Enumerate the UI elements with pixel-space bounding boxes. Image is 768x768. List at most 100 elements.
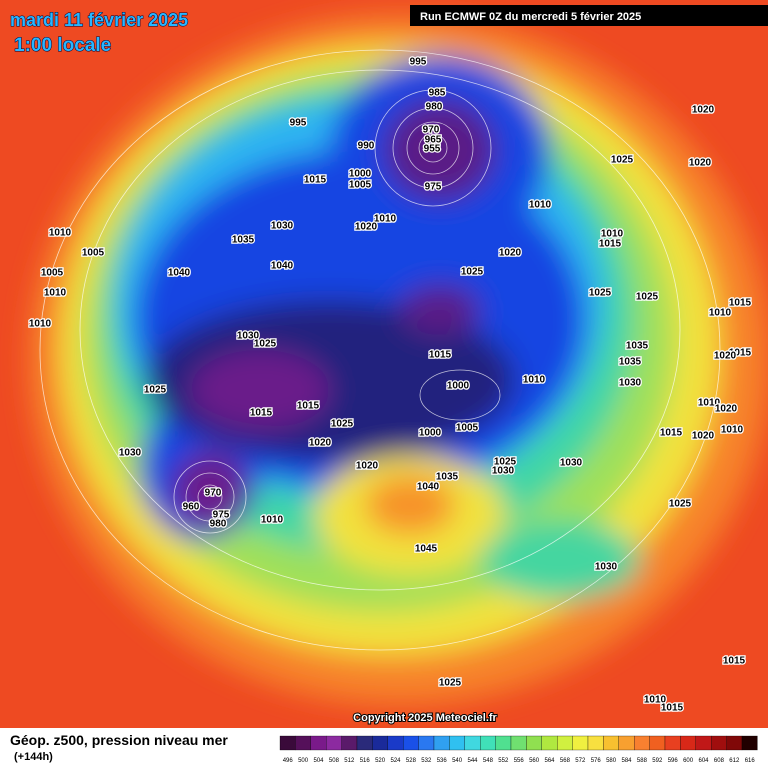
- isobar-label: 1005: [41, 268, 64, 279]
- scale-label: 596: [668, 758, 679, 764]
- isobar-label: 1015: [729, 348, 752, 359]
- isobar-label: 975: [213, 510, 230, 521]
- isobar-label: 1025: [254, 339, 277, 350]
- run-info: Run ECMWF 0Z du mercredi 5 février 2025: [420, 11, 641, 23]
- scale-swatch: [603, 735, 619, 751]
- scale-label: 552: [498, 758, 509, 764]
- isobar-label: 1030: [271, 221, 294, 232]
- isobar-label: 1015: [599, 239, 622, 250]
- scale-label: 612: [729, 758, 740, 764]
- isobar-label: 1020: [499, 248, 522, 259]
- isobar-label: 1040: [417, 482, 440, 493]
- scale-label: 516: [360, 758, 371, 764]
- scale-swatch: [326, 735, 342, 751]
- scale-swatch: [341, 735, 358, 751]
- isobar-label: 1035: [626, 341, 649, 352]
- scale-label: 608: [714, 758, 725, 764]
- isobar-label: 1025: [439, 678, 462, 689]
- scale-swatch: [387, 735, 404, 751]
- isobar-label: 1015: [250, 408, 273, 419]
- scale-label: 564: [544, 758, 555, 764]
- scale-label: 548: [483, 758, 494, 764]
- scale-label: 536: [437, 758, 448, 764]
- isobar-label: 1040: [271, 261, 294, 272]
- isobar-label: 1025: [636, 292, 659, 303]
- isobar-label: 995: [410, 57, 427, 68]
- scale-swatch: [649, 735, 666, 751]
- scale-swatch: [279, 735, 296, 751]
- copyright: Copyright 2025 Meteociel.fr: [353, 712, 497, 724]
- isobar-label: 1020: [714, 351, 737, 362]
- scale-swatch: [480, 735, 496, 751]
- scale-swatch: [356, 735, 373, 751]
- isobar-label: 1015: [723, 656, 746, 667]
- isobar-label: 1025: [331, 419, 354, 430]
- isobar-label: 1025: [669, 499, 692, 510]
- scale-swatch: [711, 735, 727, 751]
- scale-swatch: [372, 735, 388, 751]
- isobar-label: 1030: [595, 562, 618, 573]
- isobar-label: 1010: [601, 229, 624, 240]
- scale-label: 504: [313, 758, 324, 764]
- isobar-label: 985: [429, 88, 446, 99]
- scale-swatch: [541, 735, 558, 751]
- forecast-time: 1:00 locale: [14, 35, 111, 56]
- isobar-label: 1010: [529, 200, 552, 211]
- scale-label: 520: [375, 758, 386, 764]
- geopotential-field: [30, 15, 768, 705]
- isobar-label: 1020: [689, 158, 712, 169]
- isobar-label: 975: [425, 182, 442, 193]
- isobar-label: 965: [425, 135, 442, 146]
- isobar-label: 1010: [721, 425, 744, 436]
- scale-swatch: [510, 735, 527, 751]
- isobar-label: 1010: [44, 288, 67, 299]
- scale-swatch: [449, 735, 465, 751]
- scale-label: 560: [529, 758, 540, 764]
- legend-title: Géop. z500, pression niveau mer: [10, 732, 228, 748]
- isobar-label: 1020: [309, 438, 332, 449]
- isobar-label: 1020: [692, 431, 715, 442]
- scale-label: 592: [652, 758, 663, 764]
- scale-label: 524: [390, 758, 401, 764]
- scale-swatch: [664, 735, 681, 751]
- isobar-label: 1020: [692, 105, 715, 116]
- isobar-label: 1020: [355, 222, 378, 233]
- isobar-label: 980: [426, 102, 443, 113]
- isobar-label: 1015: [429, 350, 452, 361]
- scale-label: 512: [344, 758, 355, 764]
- isobar-label: 1010: [709, 308, 732, 319]
- isobar-label: 1020: [356, 461, 379, 472]
- isobar-label: 1010: [698, 398, 721, 409]
- scale-swatch: [695, 735, 712, 751]
- isobar-label: 1025: [461, 267, 484, 278]
- isobar-label: 1015: [297, 401, 320, 412]
- isobar-label: 1025: [494, 457, 517, 468]
- scale-label: 568: [560, 758, 571, 764]
- scale-swatch: [680, 735, 696, 751]
- scale-label: 508: [329, 758, 340, 764]
- scale-swatch: [557, 735, 573, 751]
- isobar-label: 1030: [492, 466, 515, 477]
- scale-label: 544: [467, 758, 478, 764]
- scale-swatch: [464, 735, 481, 751]
- scale-label: 500: [298, 758, 309, 764]
- isobar-label: 1030: [619, 378, 642, 389]
- scale-swatch: [634, 735, 650, 751]
- scale-label: 556: [514, 758, 525, 764]
- scale-label: 580: [606, 758, 617, 764]
- scale-swatch: [726, 735, 743, 751]
- scale-label: 616: [745, 758, 756, 764]
- isobar-label: 1045: [415, 544, 438, 555]
- isobar-label: 1015: [304, 175, 327, 186]
- isobar-label: 1025: [589, 288, 612, 299]
- isobar-labels: 9959859809959909709659559751015100010051…: [28, 55, 753, 715]
- isobar-label: 995: [290, 118, 307, 129]
- scale-swatch: [526, 735, 542, 751]
- run-box: [410, 5, 768, 26]
- scale-swatch: [433, 735, 450, 751]
- isobar-label: 955: [424, 144, 441, 155]
- scale-label: 532: [421, 758, 432, 764]
- scale-label: 584: [621, 758, 632, 764]
- scale-label: 572: [575, 758, 586, 764]
- isobar-label: 1015: [661, 703, 684, 714]
